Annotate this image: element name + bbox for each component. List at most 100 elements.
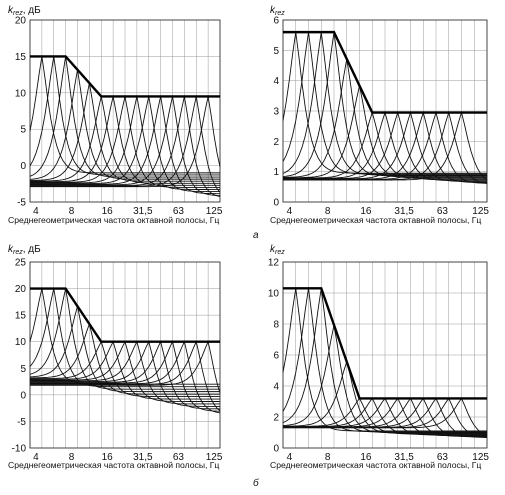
series-line <box>30 340 221 394</box>
y-axis-title: krez <box>270 5 285 17</box>
series-line <box>30 340 221 414</box>
series-line <box>30 340 221 412</box>
y-axis-title: krez, дБ <box>8 244 41 256</box>
y-tick-label: 3 <box>273 107 279 118</box>
y-tick-label: 10 <box>15 88 27 99</box>
x-tick-label: 63 <box>437 206 449 217</box>
x-tick-label: 8 <box>69 452 75 463</box>
envelope-line <box>283 30 487 114</box>
y-tick-label: 20 <box>15 16 27 27</box>
x-tick-label: 63 <box>173 206 185 217</box>
panel-label-b: б <box>253 477 259 489</box>
series-line <box>282 85 487 179</box>
plot-frame <box>282 261 488 449</box>
series-line <box>30 96 220 186</box>
y-tick-label: 0 <box>273 444 279 455</box>
envelope-line <box>30 55 220 98</box>
series-line <box>282 58 487 178</box>
series-line <box>30 96 221 197</box>
x-tick-label: 31,5 <box>133 206 153 217</box>
y-tick-label: 2 <box>273 413 279 424</box>
x-tick-label: 4 <box>287 452 293 463</box>
y-tick-label: 10 <box>15 337 27 348</box>
series-line <box>30 96 221 197</box>
y-tick-label: 0 <box>273 198 279 209</box>
y-tick-label: 1 <box>273 167 279 178</box>
x-tick-label: 125 <box>206 452 223 463</box>
chart-panel-top-right: krez Среднегеометрическая частота октавн… <box>270 5 489 225</box>
x-tick-label: 16 <box>360 206 372 217</box>
y-tick-label: 5 <box>20 364 26 375</box>
x-tick-label: 8 <box>325 206 331 217</box>
y-tick-label: 15 <box>15 52 27 63</box>
y-tick-label: 5 <box>273 46 279 57</box>
y-tick-label: 0 <box>20 390 26 401</box>
series-line <box>30 96 220 184</box>
series-line <box>29 288 220 390</box>
x-tick-label: 8 <box>69 206 75 217</box>
x-axis-title: Среднегеометрическая частота октавной по… <box>8 460 219 470</box>
y-tick-label: 20 <box>15 284 27 295</box>
series-line <box>29 306 220 393</box>
resonance-curves <box>29 288 221 414</box>
x-tick-label: 125 <box>472 206 489 217</box>
x-tick-label: 8 <box>325 452 331 463</box>
series-line <box>30 96 221 193</box>
x-axis-title: Среднегеометрическая частота октавной по… <box>270 215 481 225</box>
series-line <box>283 397 488 437</box>
x-tick-label: 63 <box>173 452 185 463</box>
x-tick-label: 31,5 <box>394 206 414 217</box>
resonance-curves <box>29 56 221 197</box>
envelope-line <box>283 287 487 400</box>
envelope-line <box>30 287 220 343</box>
y-tick-label: 15 <box>15 311 27 322</box>
series-line <box>29 69 220 180</box>
series-line <box>30 96 221 193</box>
x-tick-label: 125 <box>472 452 489 463</box>
x-tick-label: 4 <box>33 206 39 217</box>
x-tick-label: 125 <box>206 206 223 217</box>
x-tick-label: 31,5 <box>394 452 414 463</box>
x-tick-label: 63 <box>437 452 449 463</box>
y-axis-title: krez, дБ <box>8 5 41 17</box>
y-tick-label: -5 <box>17 417 26 428</box>
resonance-curves <box>282 32 488 184</box>
x-axis-title: Среднегеометрическая частота октавной по… <box>8 215 219 225</box>
x-tick-label: 16 <box>102 452 114 463</box>
series-line <box>29 56 220 174</box>
y-tick-label: 6 <box>273 16 279 27</box>
chart-panel-bottom-right: krez Среднегеометрическая частота октавн… <box>268 244 490 470</box>
x-axis-title: Среднегеометрическая частота октавной по… <box>270 460 481 470</box>
y-tick-label: 5 <box>20 125 26 136</box>
series-line <box>30 340 221 412</box>
series-line <box>282 360 487 434</box>
x-tick-label: 16 <box>102 206 114 217</box>
y-tick-label: 8 <box>273 320 279 331</box>
x-tick-label: 16 <box>360 452 372 463</box>
grid <box>282 261 488 449</box>
x-tick-label: 4 <box>33 452 39 463</box>
resonance-curves <box>282 288 488 439</box>
y-tick-label: -5 <box>17 198 26 209</box>
x-tick-label: 31,5 <box>133 452 153 463</box>
y-tick-label: 4 <box>273 382 279 393</box>
plot-frame <box>282 19 488 203</box>
chart-panel-top-left: krez, дБ Среднегеометрическая частота ок… <box>8 5 223 225</box>
y-tick-label: 12 <box>268 258 280 269</box>
grid <box>29 261 221 449</box>
series-line <box>282 397 487 435</box>
series-line <box>29 83 220 182</box>
series-line <box>282 32 487 174</box>
series-line <box>282 32 487 175</box>
series-line <box>30 96 221 195</box>
y-tick-label: 25 <box>15 258 27 269</box>
series-line <box>29 288 220 388</box>
y-tick-label: 2 <box>273 137 279 148</box>
panel-label-a: а <box>253 230 259 241</box>
series-line <box>30 340 220 405</box>
plot-frame <box>29 19 221 203</box>
series-line <box>30 340 221 410</box>
x-tick-label: 4 <box>287 206 293 217</box>
series-line <box>30 340 220 400</box>
